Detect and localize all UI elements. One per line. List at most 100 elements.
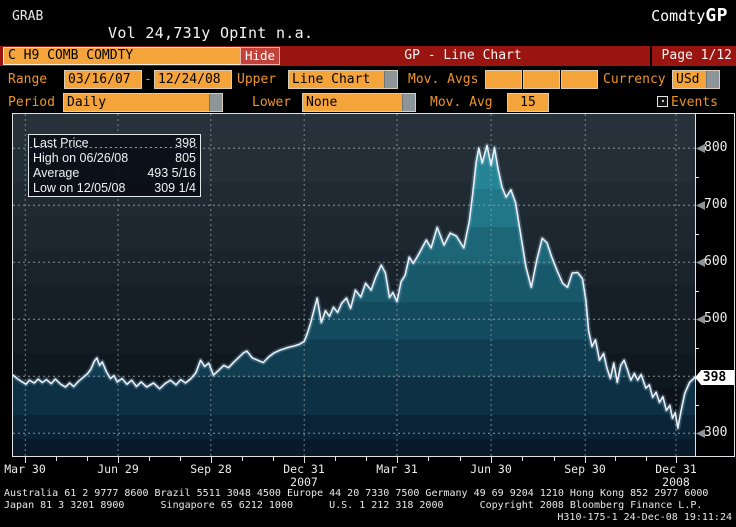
period-dropdown[interactable]: Daily: [63, 93, 223, 112]
y-axis-arrow-icon: [696, 258, 705, 267]
page-separator: [650, 46, 652, 66]
chart-legend-box: Last Price 398 High on 06/26/08 805 Aver…: [28, 134, 201, 197]
x-axis-label: Mar 30: [4, 462, 46, 476]
footer-contact-line-2: Japan 81 3 3201 8900 Singapore 65 6212 1…: [4, 500, 703, 511]
y-axis-label: 700: [704, 197, 728, 212]
x-axis-tick: [304, 457, 305, 463]
range-label: Range: [8, 72, 48, 87]
x-axis-minor-tick: [646, 457, 647, 461]
events-checkbox[interactable]: [657, 96, 668, 107]
x-axis-minor-tick: [335, 457, 336, 461]
footer-terminal-id-timestamp: H310-175-1 24-Dec-08 19:11:24: [557, 512, 732, 523]
x-axis-minor-tick: [366, 457, 367, 461]
upper-chart-type-value: Line Chart: [292, 72, 371, 87]
legend-value: 805: [175, 151, 196, 165]
range-to-input[interactable]: 12/24/08: [154, 70, 232, 89]
mov-avgs-label: Mov. Avgs: [408, 72, 479, 87]
y-axis-arrow-icon: [696, 144, 705, 153]
x-axis-label: Sep 28: [190, 462, 232, 476]
mov-avg-input-2[interactable]: [523, 70, 560, 89]
period-label: Period: [8, 95, 55, 110]
x-axis-minor-tick: [460, 457, 461, 461]
currency-value: USd: [676, 72, 700, 87]
price-chart-plot-area[interactable]: [12, 113, 696, 457]
x-axis-minor-tick: [428, 457, 429, 461]
events-label: Events: [671, 95, 718, 110]
legend-row-last-price: Last Price 398: [33, 136, 196, 151]
page-indicator: Page 1/12: [661, 48, 732, 63]
x-axis-tick: [25, 457, 26, 463]
currency-label: Currency: [603, 72, 666, 87]
x-axis-tick: [585, 457, 586, 463]
footer-contact-line-1: Australia 61 2 9777 8600 Brazil 5511 304…: [4, 488, 709, 499]
x-axis-minor-tick: [242, 457, 243, 461]
y-axis-minor-tick: [695, 291, 699, 292]
hide-button[interactable]: Hide: [240, 47, 280, 65]
period-value: Daily: [67, 95, 107, 110]
x-axis-tick: [211, 457, 212, 463]
lower-chart-type-value: None: [306, 95, 338, 110]
legend-value: 398: [175, 136, 196, 150]
x-axis-minor-tick: [554, 457, 555, 461]
legend-row-high: High on 06/26/08 805: [33, 151, 196, 166]
mov-avg-input-3[interactable]: [561, 70, 598, 89]
grab-label: GRAB: [12, 9, 44, 24]
y-axis-arrow-icon: [696, 429, 705, 438]
y-axis-label: 500: [704, 311, 728, 326]
x-axis-label: Mar 31: [376, 462, 418, 476]
price-line: [13, 144, 695, 429]
dropdown-knob-icon: [706, 71, 719, 88]
mov-avg-input-1[interactable]: [485, 70, 522, 89]
price-area-fill: [13, 145, 695, 456]
x-axis-minor-tick: [87, 457, 88, 461]
comdty-gp-function-label: ComdtyGP: [651, 5, 728, 26]
y-axis: 300 500 600 700 800 398: [695, 113, 735, 457]
mov-avg-window-input[interactable]: 15: [507, 93, 549, 112]
y-axis-label: 600: [704, 254, 728, 269]
x-axis-minor-tick: [180, 457, 181, 461]
legend-value: 493 5/16: [147, 166, 196, 180]
x-axis-tick: [397, 457, 398, 463]
x-axis: Mar 30 Jun 29 Sep 28 Dec 31 2007 Mar 31 Jun 30…: [4, 456, 697, 490]
dropdown-knob-icon: [384, 71, 397, 88]
x-axis-year-label: 2008: [662, 475, 690, 489]
x-axis-year-label: 2007: [290, 475, 318, 489]
dropdown-knob-icon: [209, 94, 222, 111]
y-axis-minor-tick: [695, 405, 699, 406]
legend-row-low: Low on 12/05/08 309 1/4: [33, 181, 196, 196]
lower-chart-type-dropdown[interactable]: None: [302, 93, 416, 112]
legend-label: Average: [33, 166, 80, 180]
legend-value: 309 1/4: [154, 181, 196, 195]
dropdown-knob-icon: [402, 94, 415, 111]
x-axis-minor-tick: [273, 457, 274, 461]
x-axis-tick: [118, 457, 119, 463]
last-price-tag: 398: [695, 370, 734, 385]
x-axis-minor-tick: [149, 457, 150, 461]
y-axis-minor-tick: [695, 177, 699, 178]
legend-label: High on 06/26/08: [33, 151, 129, 165]
legend-label: Low on 12/05/08: [33, 181, 126, 195]
volume-openinterest-readout: Vol 24,731y OpInt n.a.: [108, 24, 314, 42]
y-axis-label: 800: [704, 140, 728, 155]
upper-label: Upper: [237, 72, 277, 87]
mov-avg-label: Mov. Avg: [430, 95, 493, 110]
legend-row-average: Average 493 5/16: [33, 166, 196, 181]
y-axis-minor-tick: [695, 234, 699, 235]
gp-function-code: GP: [705, 5, 728, 26]
page-title: GP - Line Chart: [404, 48, 522, 63]
x-axis-label: Dec 31: [283, 462, 325, 476]
range-from-input[interactable]: 03/16/07: [64, 70, 142, 89]
comdty-label: Comdty: [651, 7, 706, 25]
x-axis-minor-tick: [615, 457, 616, 461]
title-bar: C H9 COMB COMDTY Hide GP - Line Chart Pa…: [0, 46, 736, 66]
y-axis-minor-tick: [695, 348, 699, 349]
upper-chart-type-dropdown[interactable]: Line Chart: [288, 70, 398, 89]
legend-label: Last Price: [33, 136, 89, 150]
x-axis-minor-tick: [56, 457, 57, 461]
currency-dropdown[interactable]: USd: [672, 70, 720, 89]
x-axis-label: Jun 29: [97, 462, 139, 476]
x-axis-tick: [676, 457, 677, 463]
range-dash: -: [144, 72, 152, 87]
security-ticker-input[interactable]: C H9 COMB COMDTY: [3, 47, 242, 65]
